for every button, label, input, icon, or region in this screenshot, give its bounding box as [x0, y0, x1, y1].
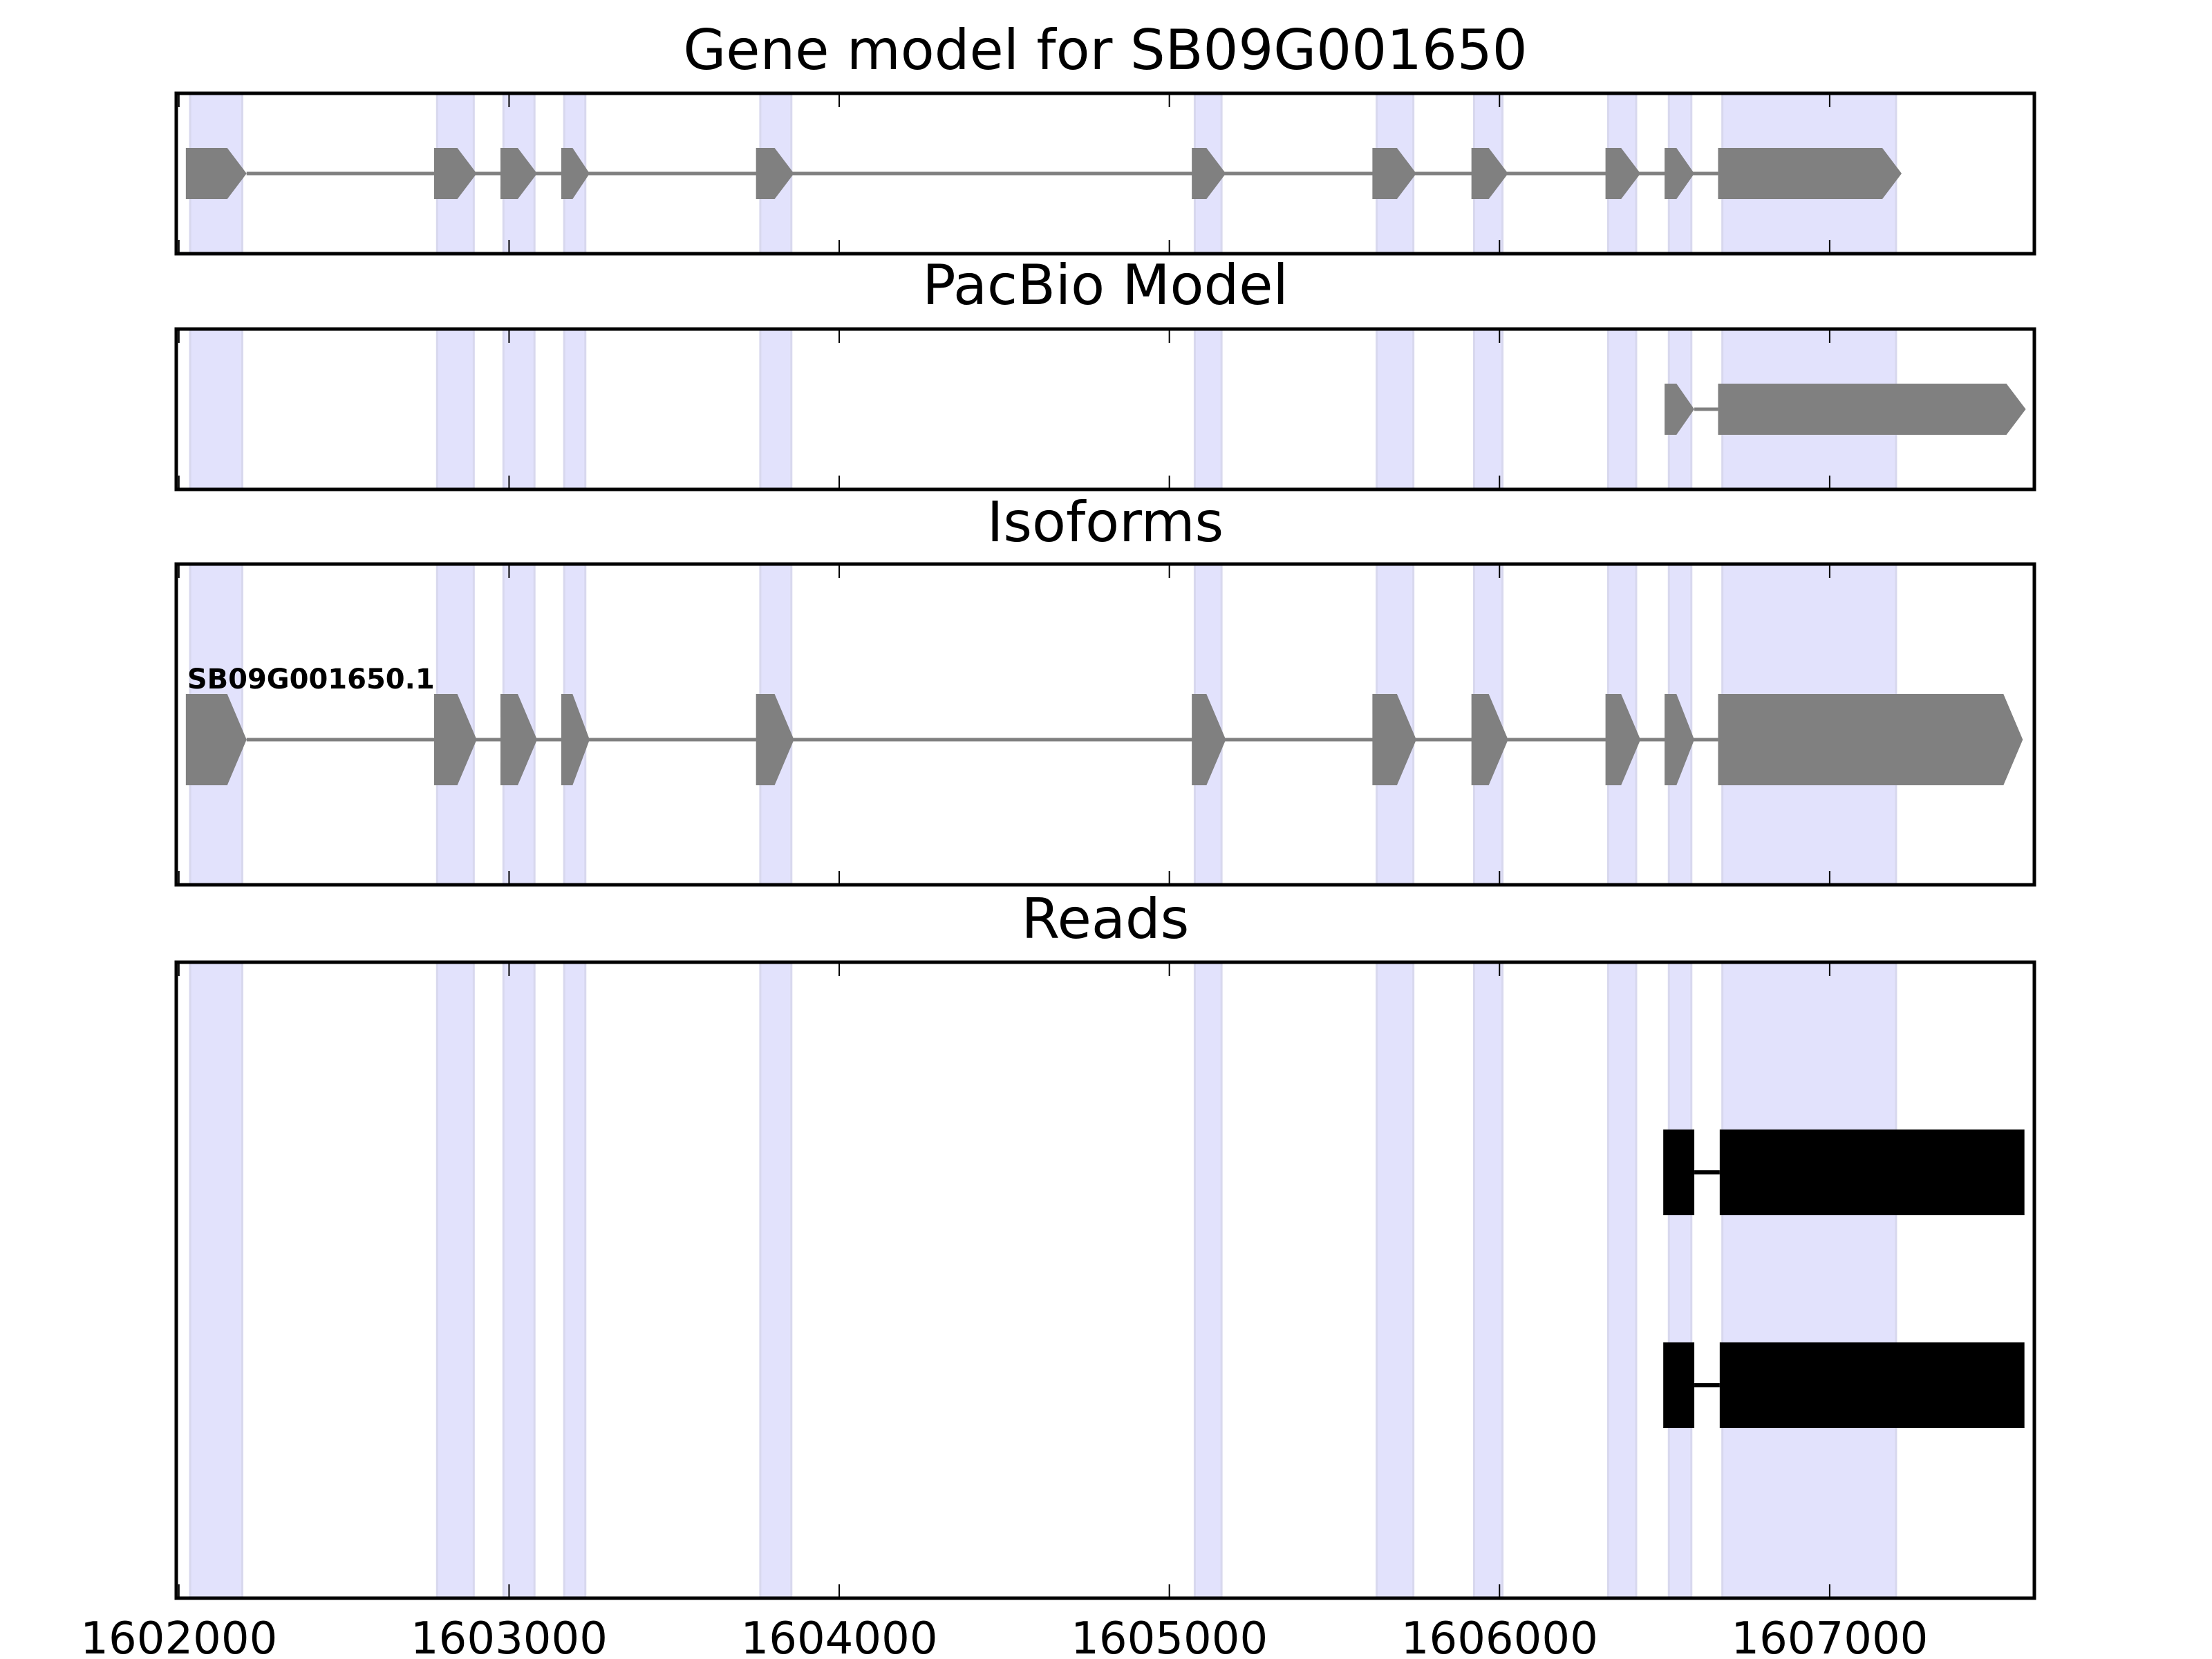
- shaded-exon-region: [435, 328, 475, 491]
- shaded-exon-region: [563, 961, 587, 1600]
- exon: [434, 694, 477, 785]
- shaded-exon-region: [1376, 961, 1415, 1600]
- panel-frame: [174, 960, 2036, 1600]
- read: [1663, 1342, 2025, 1428]
- shaded-exon-region: [1193, 961, 1223, 1600]
- exon: [185, 148, 247, 199]
- panel-frame: [174, 327, 2036, 491]
- read-block: [1719, 1342, 2025, 1428]
- x-tick-label: 1606000: [1401, 1613, 1598, 1659]
- exon: [1718, 148, 1902, 199]
- exon: [185, 694, 247, 785]
- panel-frame: [174, 91, 2036, 256]
- x-tick-label: 1607000: [1731, 1613, 1928, 1659]
- shaded-exon-region: [1472, 961, 1504, 1600]
- exon: [1718, 694, 2023, 785]
- shaded-exon-region: [759, 328, 793, 491]
- x-tick-label: 1605000: [1071, 1613, 1268, 1659]
- shaded-exon-region: [435, 961, 475, 1600]
- panel-title: Reads: [1022, 887, 1190, 951]
- panel-gene-model-for-sb09g001650: Gene model for SB09G001650: [174, 18, 2036, 256]
- exon: [561, 148, 590, 199]
- exon: [1605, 694, 1641, 785]
- exon: [500, 694, 538, 785]
- exon: [1192, 694, 1226, 785]
- x-tick-label: 1604000: [741, 1613, 938, 1659]
- shaded-exon-region: [1472, 328, 1504, 491]
- shaded-exon-region: [1606, 328, 1638, 491]
- shaded-exon-region: [502, 961, 536, 1600]
- read-block: [1663, 1342, 1695, 1428]
- shaded-exon-region: [1721, 961, 1897, 1600]
- exon: [1665, 694, 1695, 785]
- panel-title: Isoforms: [987, 490, 1224, 554]
- shaded-exon-region: [189, 961, 244, 1600]
- read-block: [1719, 1130, 2025, 1215]
- x-tick-label: 1602000: [80, 1613, 277, 1659]
- shaded-exon-region: [1606, 961, 1638, 1600]
- exon: [1665, 148, 1695, 199]
- exon: [1665, 384, 1695, 435]
- shaded-exon-region: [1193, 328, 1223, 491]
- panel-title: PacBio Model: [922, 253, 1288, 317]
- exon: [1192, 148, 1226, 199]
- x-tick-label: 1603000: [411, 1613, 608, 1659]
- exon: [756, 148, 794, 199]
- read-block: [1663, 1130, 1695, 1215]
- shaded-exon-region: [563, 328, 587, 491]
- shaded-exon-region: [502, 328, 536, 491]
- exon: [1471, 694, 1508, 785]
- exon: [1372, 694, 1416, 785]
- exon: [500, 148, 538, 199]
- exon: [1718, 384, 2026, 435]
- exon: [1471, 148, 1508, 199]
- read: [1663, 1130, 2025, 1215]
- panel-reads: Reads: [174, 887, 2036, 1600]
- shaded-exon-region: [189, 328, 244, 491]
- shaded-exon-region: [1376, 328, 1415, 491]
- shaded-exon-region: [1667, 961, 1693, 1600]
- exon: [1372, 148, 1416, 199]
- exon: [1605, 148, 1641, 199]
- shaded-exon-region: [759, 961, 793, 1600]
- panel-pacbio-model: PacBio Model: [174, 253, 2036, 491]
- exon: [434, 148, 477, 199]
- panel-title: Gene model for SB09G001650: [683, 18, 1527, 82]
- exon: [561, 694, 590, 785]
- x-axis: 1602000 1603000 1604000 1605000 1606000 16070…: [80, 1613, 1928, 1659]
- panel-isoforms: Isoforms SB09G001650.1: [174, 490, 2036, 887]
- exon: [756, 694, 794, 785]
- panel-frame: [174, 562, 2036, 887]
- isoform-label: SB09G001650.1: [187, 664, 435, 695]
